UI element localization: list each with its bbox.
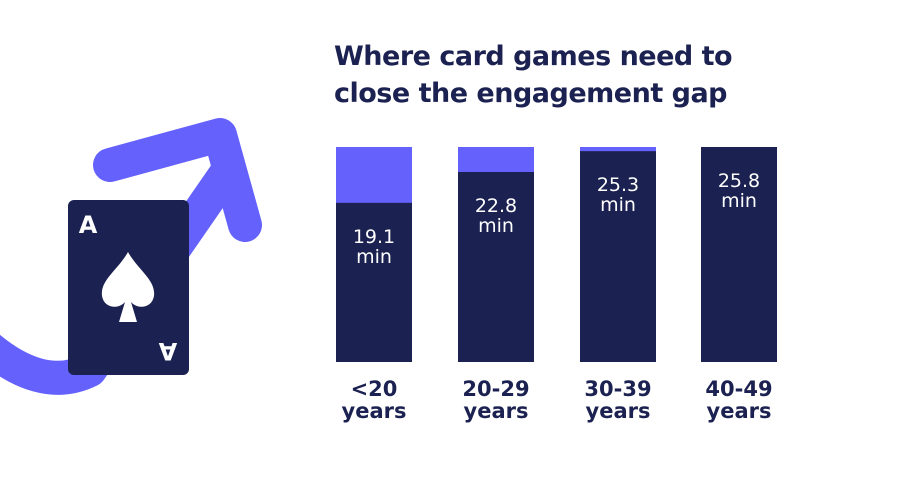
decoration: A A xyxy=(0,118,262,395)
x-tick-label: 20-29 years xyxy=(462,377,529,423)
value-label: 25.8 min xyxy=(718,170,760,212)
card-rank: A xyxy=(158,337,177,365)
bar xyxy=(458,172,534,362)
card-rank: A xyxy=(79,211,98,239)
x-tick-label: 30-39 years xyxy=(584,377,651,423)
value-label: 22.8 min xyxy=(475,195,517,237)
bar xyxy=(701,147,777,362)
chart-title: Where card games need to close the engag… xyxy=(334,41,733,109)
x-tick-label: 40-49 years xyxy=(705,377,772,423)
bar xyxy=(336,202,412,362)
value-label: 25.3 min xyxy=(597,174,639,216)
arrow-head xyxy=(93,118,262,242)
bar xyxy=(580,151,656,362)
spade xyxy=(101,252,155,322)
value-label: 19.1 min xyxy=(353,225,395,267)
x-tick-label: <20 years xyxy=(342,377,407,423)
